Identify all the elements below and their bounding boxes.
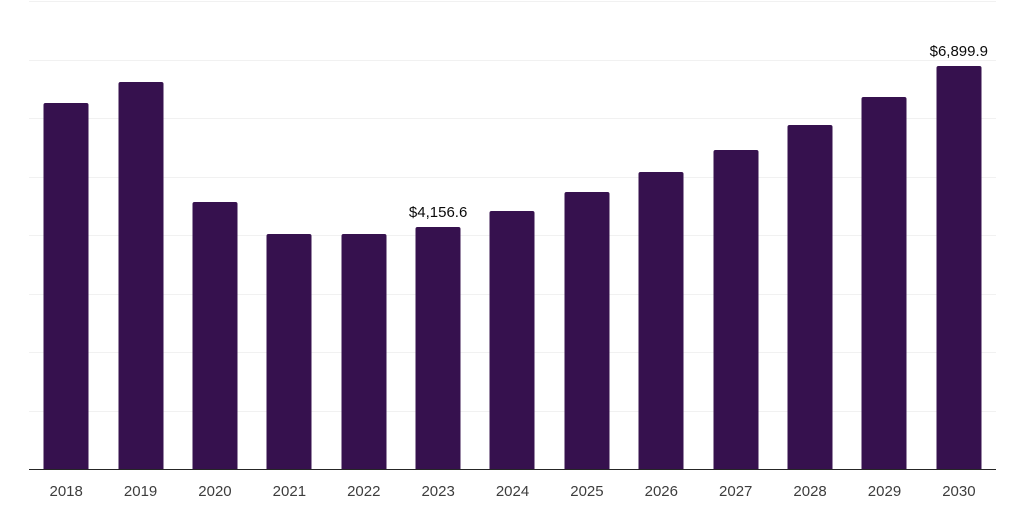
x-tick-label-2025: 2025 xyxy=(570,483,604,500)
gridline-5000 xyxy=(29,176,996,178)
x-tick-label-2020: 2020 xyxy=(198,483,232,500)
bar-2022[interactable] xyxy=(341,234,387,470)
x-tick-label-2027: 2027 xyxy=(719,483,753,500)
bar-column-2019 xyxy=(103,0,177,470)
x-tick-label-2018: 2018 xyxy=(49,483,83,500)
x-axis-line xyxy=(29,468,996,470)
data-label-2023: $4,156.6 xyxy=(408,203,468,221)
gridline-7000 xyxy=(29,59,996,61)
bar-column-2027 xyxy=(698,0,772,470)
plot-area: $4,156.6 $6,899.9 xyxy=(29,0,996,470)
bar-column-2024 xyxy=(475,0,549,470)
x-tick-label-2021: 2021 xyxy=(272,483,307,500)
x-axis-labels: 2018 2019 2020 2021 2022 2023 2024 2025 2026 2027… xyxy=(29,483,996,500)
bar-2019[interactable] xyxy=(118,82,164,470)
bar-column-2030: $6,899.9 xyxy=(922,0,996,470)
bar-column-2022 xyxy=(327,0,401,470)
bar-2021[interactable] xyxy=(266,234,312,470)
bar-column-2026 xyxy=(624,0,698,470)
x-tick-label-2022: 2022 xyxy=(347,483,381,500)
bar-column-2020 xyxy=(178,0,252,470)
bar-column-2025 xyxy=(550,0,624,470)
bar-2030[interactable] xyxy=(936,66,982,470)
bar-2024[interactable] xyxy=(489,210,535,470)
bar-column-2029 xyxy=(847,0,921,470)
bar-2018[interactable] xyxy=(43,103,89,470)
bar-2025[interactable] xyxy=(564,192,610,470)
bar-2027[interactable] xyxy=(713,150,759,470)
bar-2028[interactable] xyxy=(787,124,833,470)
bar-2029[interactable] xyxy=(861,96,907,470)
x-tick-label-2026: 2026 xyxy=(644,483,678,500)
bar-column-2021 xyxy=(252,0,326,470)
data-label-2030: $6,899.9 xyxy=(929,43,988,61)
bar-2023[interactable] xyxy=(415,226,461,470)
gridline-6000 xyxy=(29,118,996,119)
bar-2020[interactable] xyxy=(192,201,238,470)
x-tick-label-2024: 2024 xyxy=(495,483,530,500)
bar-column-2023: $4,156.6 xyxy=(401,0,475,470)
x-tick-label-2019: 2019 xyxy=(123,483,158,500)
gridline-8000 xyxy=(29,1,996,2)
x-tick-label-2030: 2030 xyxy=(942,483,976,500)
x-tick-label-2028: 2028 xyxy=(793,483,827,500)
bar-2026[interactable] xyxy=(638,172,684,470)
bar-column-2028 xyxy=(773,0,847,470)
x-tick-label-2029: 2029 xyxy=(867,483,902,500)
bar-column-2018 xyxy=(29,0,103,470)
x-tick-label-2023: 2023 xyxy=(421,483,455,500)
